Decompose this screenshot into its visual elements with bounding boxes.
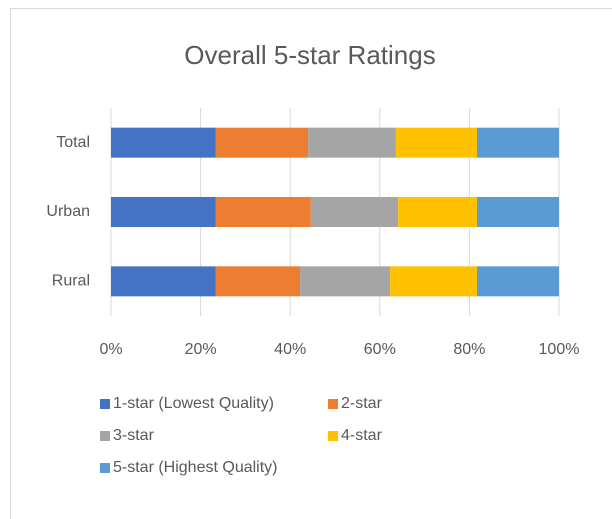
- chart-title: Overall 5-star Ratings: [184, 40, 435, 70]
- bar-segment: [390, 266, 478, 297]
- legend-label: 1-star (Lowest Quality): [113, 395, 274, 412]
- bar-segment: [395, 127, 478, 158]
- bar-segment: [215, 197, 311, 227]
- y-tick-label: Total: [56, 134, 90, 151]
- legend-swatch: [100, 431, 110, 441]
- bar-segment: [308, 127, 396, 158]
- bar-segment: [300, 266, 391, 297]
- chart-border: [10, 8, 612, 519]
- bar-segment: [111, 197, 216, 227]
- legend-label: 5-star (Highest Quality): [113, 459, 278, 476]
- bar-segment: [215, 266, 301, 297]
- bar-segment: [477, 127, 559, 158]
- x-tick-label: 20%: [185, 341, 217, 358]
- x-tick-label: 40%: [274, 341, 306, 358]
- bar-segment: [398, 197, 478, 227]
- legend-swatch: [100, 399, 110, 409]
- x-tick-label: 100%: [539, 341, 580, 358]
- x-tick-label: 0%: [99, 341, 122, 358]
- y-tick-label: Rural: [52, 273, 90, 290]
- bar-segment: [477, 197, 559, 227]
- bar-segment: [477, 266, 559, 297]
- bar-segment: [310, 197, 399, 227]
- bar-segment: [215, 127, 309, 158]
- bar-segment: [111, 127, 216, 158]
- x-tick-label: 60%: [364, 341, 396, 358]
- legend-swatch: [328, 431, 338, 441]
- x-tick-label: 80%: [453, 341, 485, 358]
- legend-label: 2-star: [341, 395, 383, 412]
- y-tick-label: Urban: [46, 203, 90, 220]
- bar-segment: [111, 266, 216, 297]
- legend-swatch: [328, 399, 338, 409]
- legend-swatch: [100, 463, 110, 473]
- legend-label: 3-star: [113, 427, 155, 444]
- legend-label: 4-star: [341, 427, 383, 444]
